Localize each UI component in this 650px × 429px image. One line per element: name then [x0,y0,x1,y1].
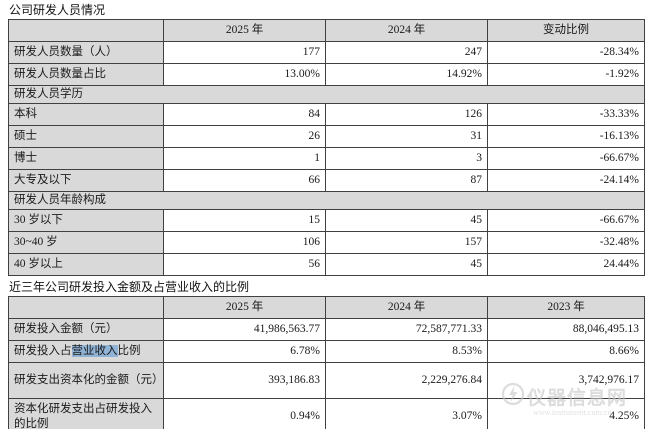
value-cell: 13.00% [163,63,326,86]
section-row-age: 研发人员年龄构成 [8,191,645,210]
value-cell: 56 [163,253,326,276]
value-cell: 31 [325,125,488,148]
label-text: 比例 [117,345,141,357]
row-label-cell: 40 岁以上 [8,253,164,276]
header-cell-2023: 2023 年 [487,296,645,319]
value-cell: 8.66% [487,340,645,363]
table-row: 研发支出资本化的金额（元） 393,186.83 2,229,276.84 3,… [8,362,645,399]
header-cell-change: 变动比例 [487,19,645,42]
table1-title: 公司研发人员情况 [9,3,106,17]
value-cell: 14.92% [325,63,488,86]
row-label-cell: 研发人员数量占比 [8,63,164,86]
row-label-cell: 研发人员数量（人） [8,41,164,64]
table-row: 本科 84 126 -33.33% [8,103,645,126]
value-cell: -32.48% [487,231,645,254]
table-row: 研发投入占营业收入比例 6.78% 8.53% 8.66% [8,340,645,363]
value-cell: -24.14% [487,169,645,192]
value-cell: 126 [325,103,488,126]
value-cell: 3,742,976.17 [487,362,645,399]
value-cell: -66.67% [487,209,645,232]
value-cell: 6.78% [163,340,326,363]
value-cell: 15 [163,209,326,232]
section-label-cell: 研发人员学历 [8,85,645,104]
row-label-cell: 30~40 岁 [8,231,164,254]
row-label-cell: 研发投入金额（元） [8,318,164,341]
rd-investment-table: 2025 年 2024 年 2023 年 研发投入金额（元） 41,986,56… [8,296,645,429]
section-label-cell: 研发人员年龄构成 [8,191,645,210]
table-row: 硕士 26 31 -16.13% [8,125,645,148]
value-cell: 393,186.83 [163,362,326,399]
value-cell: 87 [325,169,488,192]
value-cell: 84 [163,103,326,126]
value-cell: 45 [325,253,488,276]
value-cell: -16.13% [487,125,645,148]
value-cell: 106 [163,231,326,254]
value-cell: 157 [325,231,488,254]
value-cell: 26 [163,125,326,148]
value-cell: 72,587,771.33 [325,318,488,341]
value-cell: 1 [163,147,326,170]
value-cell: -66.67% [487,147,645,170]
header-cell-empty [8,296,164,319]
value-cell: 8.53% [325,340,488,363]
row-label-cell: 博士 [8,147,164,170]
header-cell-2025: 2025 年 [163,19,326,42]
table-row: 30 岁以下 15 45 -66.67% [8,209,645,232]
header-cell-empty [8,19,164,42]
value-cell: -1.92% [487,63,645,86]
value-cell: -33.33% [487,103,645,126]
row-label-cell: 硕士 [8,125,164,148]
table-row: 30~40 岁 106 157 -32.48% [8,231,645,254]
value-cell: 66 [163,169,326,192]
row-label-cell: 研发支出资本化的金额（元） [8,362,164,399]
highlighted-selection-text: 营业收入 [71,345,118,357]
row-label-cell: 30 岁以下 [8,209,164,232]
row-label-cell: 研发投入占营业收入比例 [8,340,164,363]
value-cell: 24.44% [487,253,645,276]
value-cell: 88,046,495.13 [487,318,645,341]
section-row-education: 研发人员学历 [8,85,645,104]
rd-personnel-table: 2025 年 2024 年 变动比例 研发人员数量（人） 177 247 -28… [8,19,645,276]
table-row: 大专及以下 66 87 -24.14% [8,169,645,192]
header-cell-2024: 2024 年 [325,19,488,42]
table-row: 资本化研发支出占研发投入的比例 0.94% 3.07% 4.25% [8,398,645,429]
table-row: 博士 1 3 -66.67% [8,147,645,170]
table-header-row: 2025 年 2024 年 2023 年 [8,296,645,319]
row-label-cell: 资本化研发支出占研发投入的比例 [8,398,164,429]
table-row: 研发人员数量占比 13.00% 14.92% -1.92% [8,63,645,86]
value-cell: 3 [325,147,488,170]
value-cell: 41,986,563.77 [163,318,326,341]
value-cell: 45 [325,209,488,232]
header-cell-2024: 2024 年 [325,296,488,319]
table-row: 研发人员数量（人） 177 247 -28.34% [8,41,645,64]
header-cell-2025: 2025 年 [163,296,326,319]
value-cell: 177 [163,41,326,64]
table-header-row: 2025 年 2024 年 变动比例 [8,19,645,42]
value-cell: 247 [325,41,488,64]
value-cell: 0.94% [163,398,326,429]
table2-title: 近三年公司研发投入金额及占营业收入的比例 [9,280,250,294]
table-row: 40 岁以上 56 45 24.44% [8,253,645,276]
value-cell: 4.25% [487,398,645,429]
label-text: 研发投入占 [14,345,72,357]
value-cell: -28.34% [487,41,645,64]
row-label-cell: 本科 [8,103,164,126]
value-cell: 2,229,276.84 [325,362,488,399]
row-label-cell: 大专及以下 [8,169,164,192]
value-cell: 3.07% [325,398,488,429]
table-row: 研发投入金额（元） 41,986,563.77 72,587,771.33 88… [8,318,645,341]
